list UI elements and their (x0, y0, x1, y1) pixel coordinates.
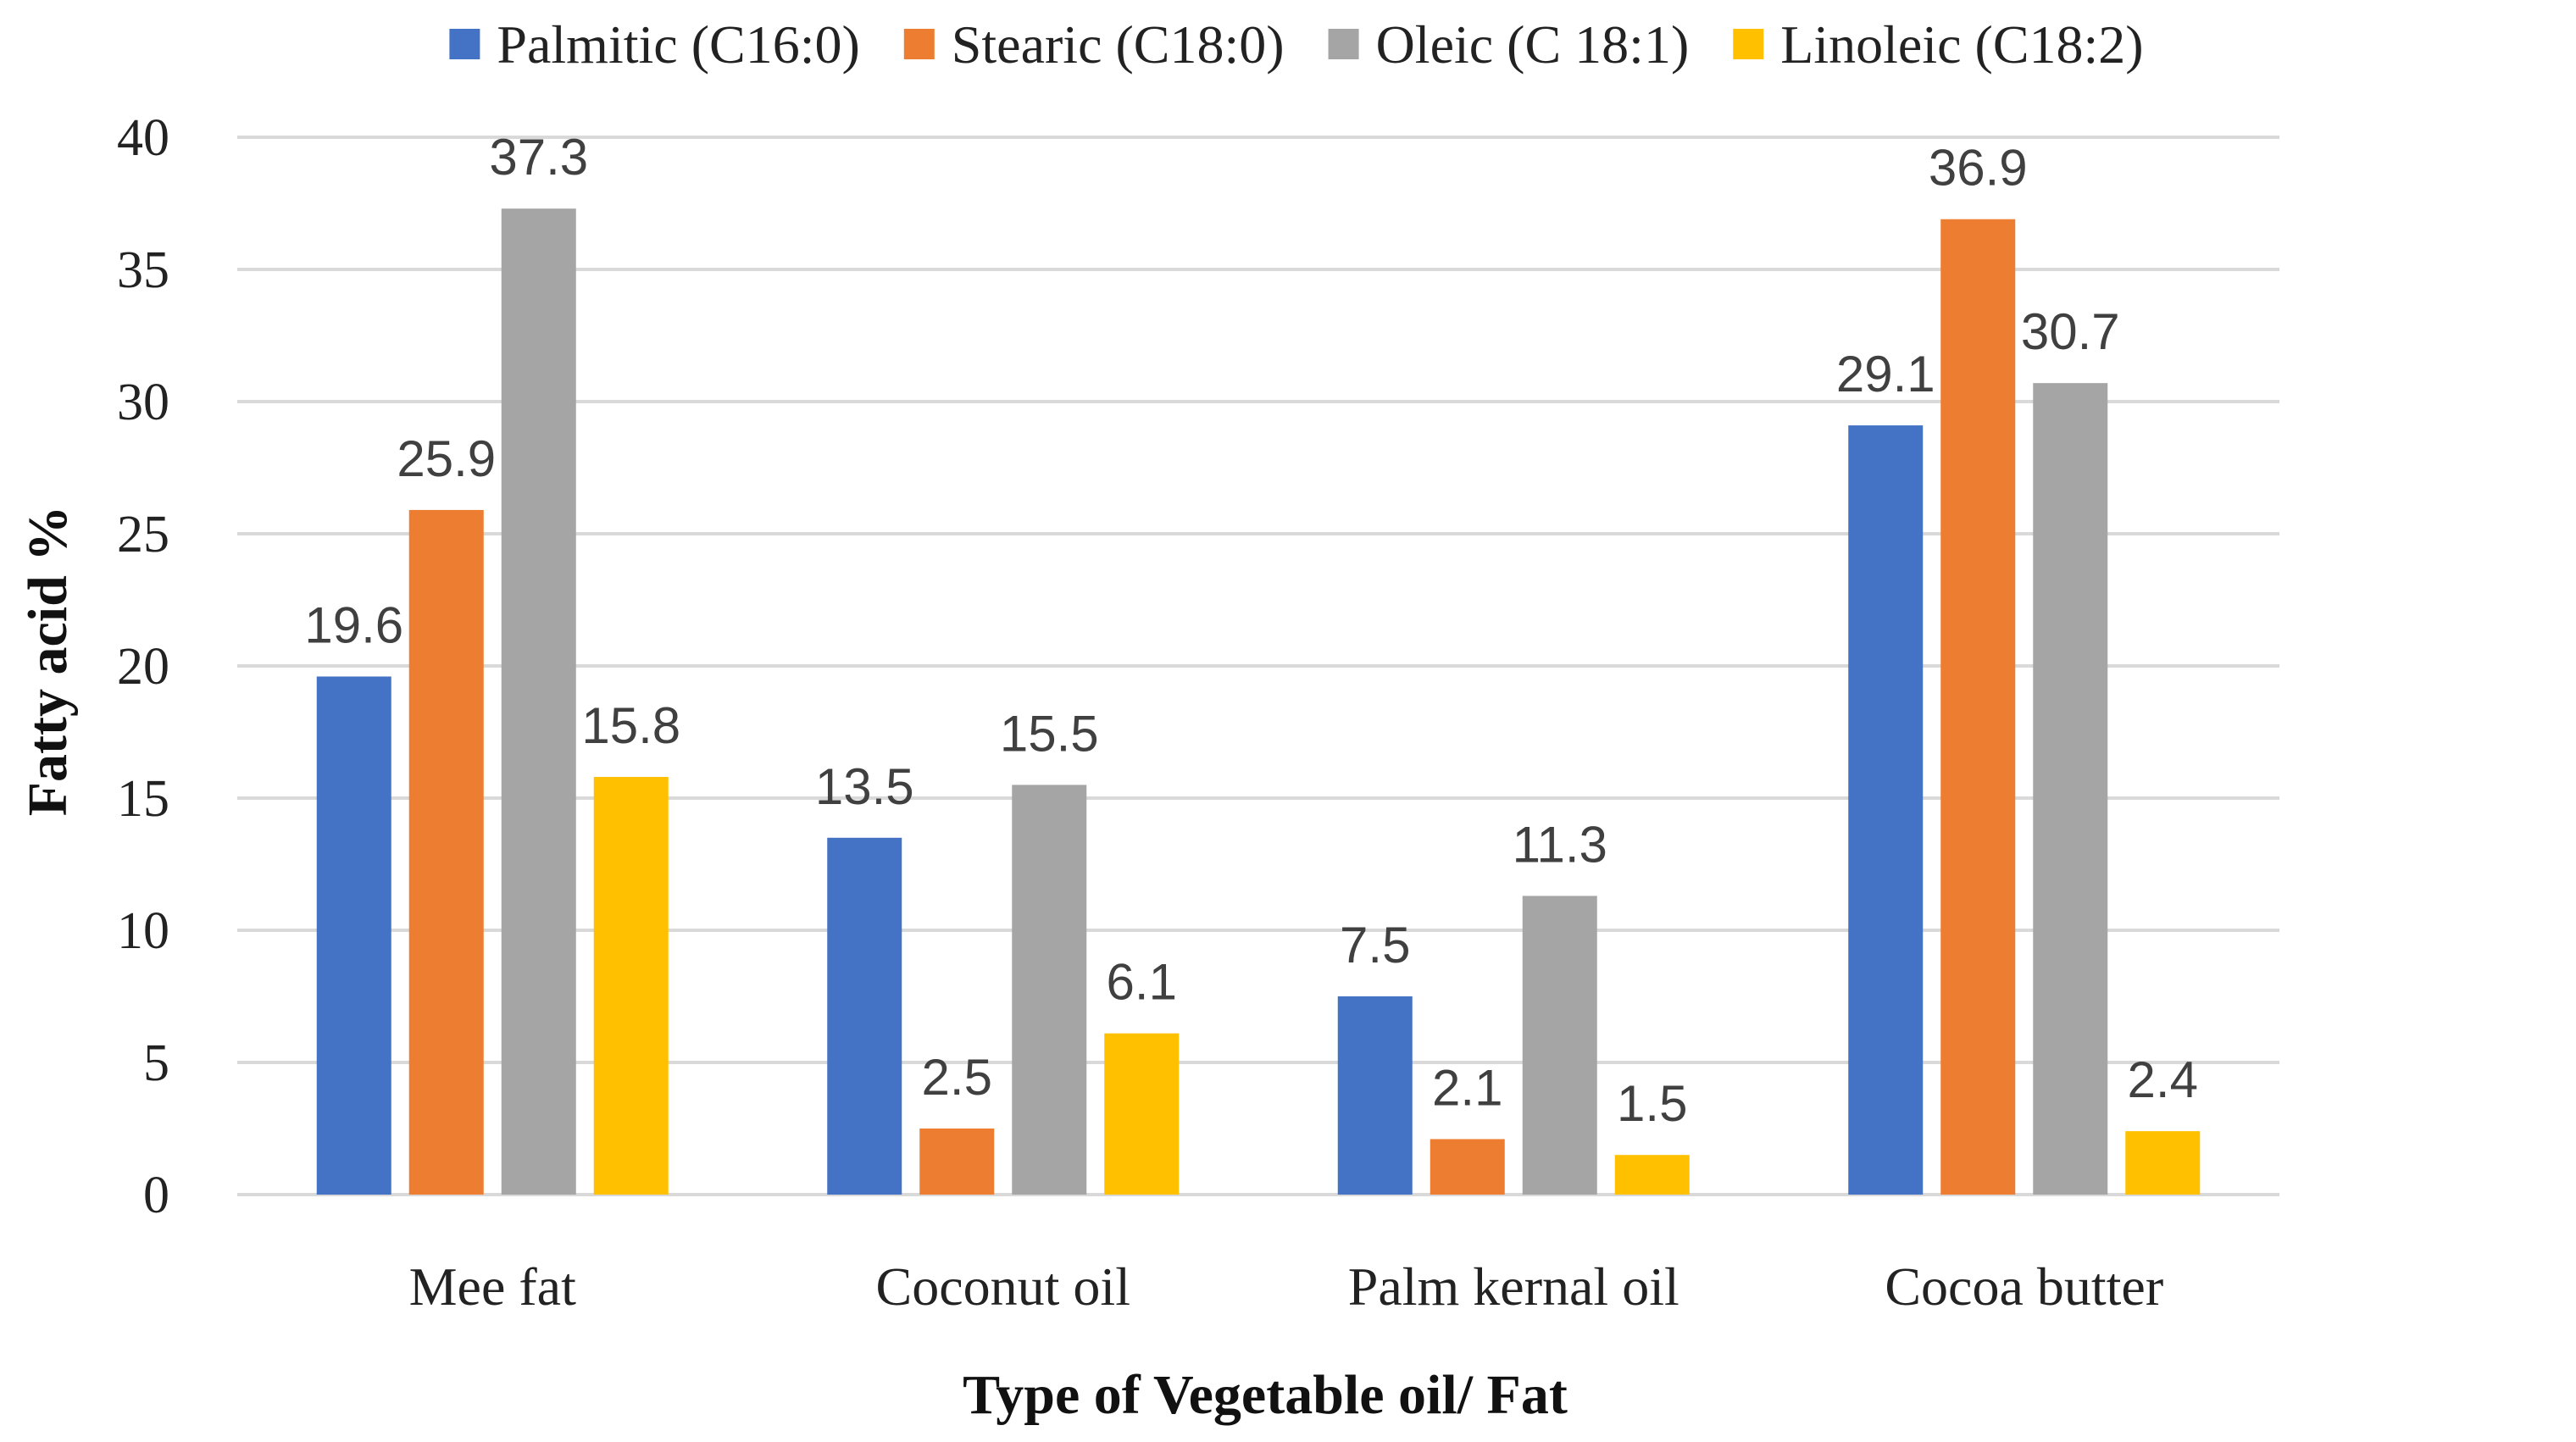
y-tick-label: 25 (117, 506, 169, 563)
value-labels: 19.6 25.9 37.3 15.8 13.5 2.5 15.5 6.1 7.5 2.1 11.3… (304, 129, 2198, 1132)
legend-swatch (449, 29, 480, 59)
y-tick-label: 35 (117, 241, 169, 299)
bar-palm-kernal-oil-stearic-c18-0 (1430, 1139, 1505, 1195)
bar-palm-kernal-oil-linoleic-c18-2 (1614, 1155, 1690, 1195)
bar-cocoa-butter-palmitic-c16-0 (1848, 425, 1924, 1195)
data-label-cocoa-butter-linoleic-c18-2: 2.4 (2128, 1051, 2198, 1108)
legend-swatch (1328, 29, 1359, 59)
y-tick-label: 40 (117, 109, 169, 167)
y-tick-label: 0 (143, 1167, 169, 1224)
x-category-label: Mee fat (409, 1256, 576, 1317)
legend-label: Oleic (C 18:1) (1376, 14, 1690, 75)
data-label-coconut-oil-stearic-c18-0: 2.5 (922, 1049, 992, 1106)
data-label-cocoa-butter-oleic-c-18-1: 30.7 (2021, 303, 2120, 360)
data-label-mee-fat-palmitic-c16-0: 19.6 (304, 596, 403, 653)
data-label-cocoa-butter-palmitic-c16-0: 29.1 (1836, 346, 1935, 402)
legend-swatch (1733, 29, 1764, 59)
legend-label: Palmitic (C16:0) (497, 14, 859, 75)
data-label-mee-fat-stearic-c18-0: 25.9 (397, 430, 496, 487)
bar-mee-fat-linoleic-c18-2 (593, 777, 669, 1195)
bar-mee-fat-oleic-c-18-1 (501, 208, 576, 1195)
x-category-label: Coconut oil (876, 1256, 1130, 1317)
legend-label: Linoleic (C18:2) (1780, 14, 2143, 75)
data-label-mee-fat-linoleic-c18-2: 15.8 (581, 697, 680, 754)
legend-item-oleic-c-18-1: Oleic (C 18:1) (1328, 14, 1690, 75)
bar-cocoa-butter-linoleic-c18-2 (2125, 1131, 2201, 1195)
y-axis-ticks: 0 5 10 15 20 25 30 35 40 (117, 109, 169, 1224)
bar-cocoa-butter-oleic-c-18-1 (2033, 383, 2108, 1195)
y-tick-label: 30 (117, 374, 169, 431)
y-tick-label: 15 (117, 770, 169, 828)
legend-item-palmitic-c16-0: Palmitic (C16:0) (449, 14, 860, 75)
legend-label: Stearic (C18:0) (952, 14, 1285, 75)
x-axis-title: Type of Vegetable oil/ Fat (963, 1364, 1568, 1426)
bar-cocoa-butter-stearic-c18-0 (1940, 219, 2016, 1195)
data-label-coconut-oil-linoleic-c18-2: 6.1 (1107, 954, 1177, 1011)
data-label-palm-kernal-oil-oleic-c-18-1: 11.3 (1513, 816, 1607, 873)
legend-swatch (903, 29, 935, 59)
bar-mee-fat-stearic-c18-0 (408, 509, 484, 1195)
data-label-palm-kernal-oil-palmitic-c16-0: 7.5 (1340, 917, 1410, 973)
y-axis-title: Fatty acid % (17, 506, 79, 817)
bar-mee-fat-palmitic-c16-0 (316, 676, 391, 1195)
x-category-label: Cocoa butter (1885, 1256, 2163, 1317)
data-label-coconut-oil-oleic-c-18-1: 15.5 (1000, 705, 1099, 762)
bar-coconut-oil-oleic-c-18-1 (1012, 785, 1087, 1195)
x-axis-categories: Mee fat Coconut oil Palm kernal oil Cocoa b… (409, 1256, 2164, 1317)
bars (316, 208, 2201, 1195)
data-label-mee-fat-oleic-c-18-1: 37.3 (489, 129, 588, 186)
bar-coconut-oil-linoleic-c18-2 (1104, 1033, 1180, 1195)
y-tick-label: 10 (117, 902, 169, 960)
y-tick-label: 20 (117, 638, 169, 696)
y-tick-label: 5 (143, 1034, 169, 1092)
bar-coconut-oil-stearic-c18-0 (919, 1129, 995, 1195)
gridlines (237, 136, 2279, 1196)
data-label-cocoa-butter-stearic-c18-0: 36.9 (1929, 140, 2028, 197)
bar-coconut-oil-palmitic-c16-0 (827, 837, 902, 1195)
bar-palm-kernal-oil-oleic-c-18-1 (1522, 896, 1597, 1195)
data-label-palm-kernal-oil-stearic-c18-0: 2.1 (1432, 1059, 1502, 1116)
bar-palm-kernal-oil-palmitic-c16-0 (1337, 996, 1413, 1195)
legend-item-stearic-c18-0: Stearic (C18:0) (903, 14, 1285, 75)
legend: Palmitic (C16:0) Stearic (C18:0) Oleic (C … (449, 14, 2144, 75)
data-label-palm-kernal-oil-linoleic-c18-2: 1.5 (1617, 1075, 1687, 1132)
data-label-coconut-oil-palmitic-c16-0: 13.5 (815, 758, 914, 815)
legend-item-linoleic-c18-2: Linoleic (C18:2) (1733, 14, 2144, 75)
x-category-label: Palm kernal oil (1348, 1256, 1679, 1317)
